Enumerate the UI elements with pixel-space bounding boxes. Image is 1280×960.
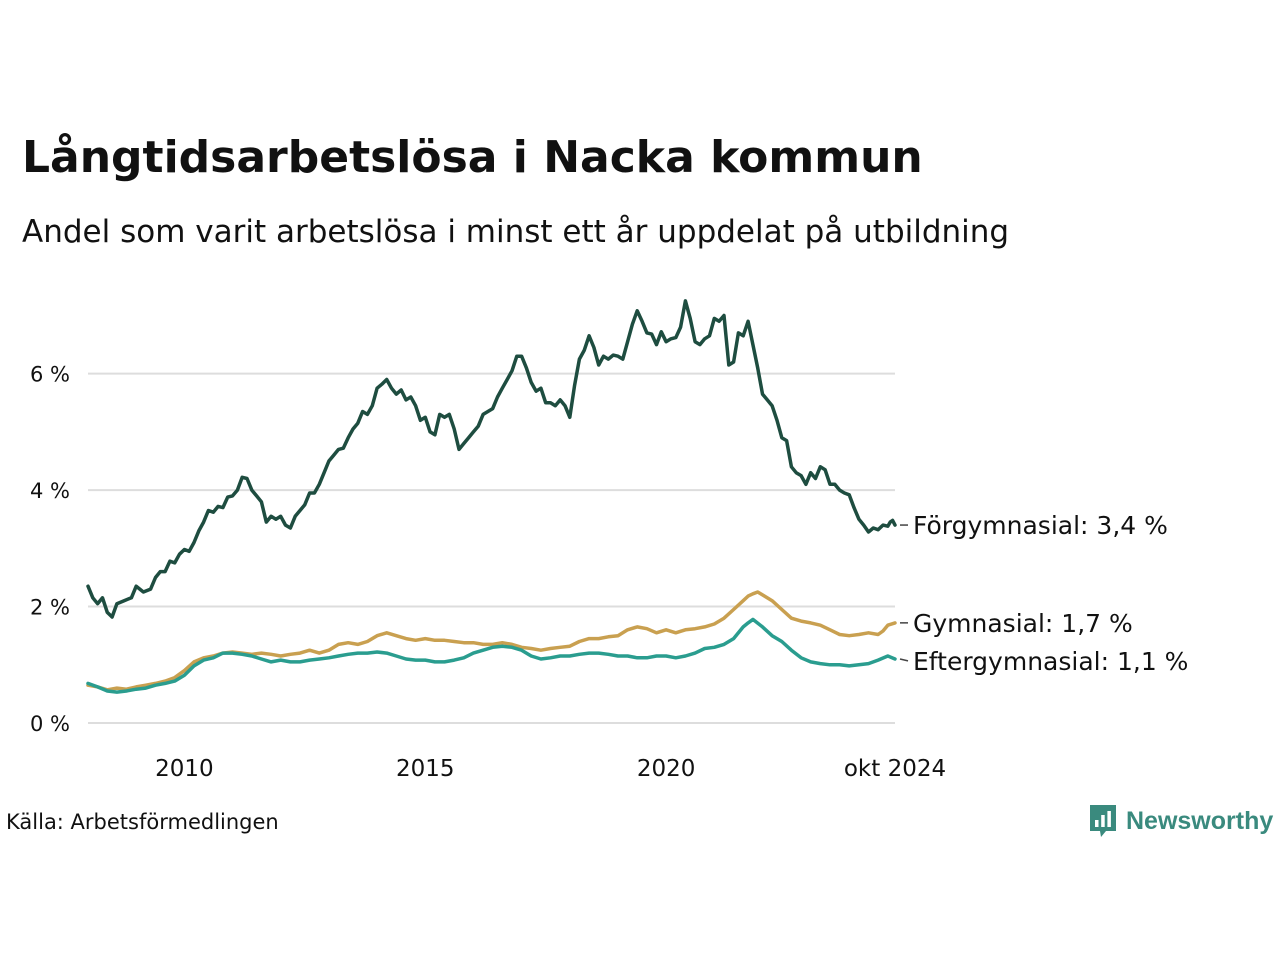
x-axis-tick-labels: 2010 2015 2020 okt 2024 <box>155 756 946 782</box>
series-line-förgymnasial <box>86 299 897 619</box>
x-tick-label: okt 2024 <box>844 756 946 782</box>
brand-name: Newsworthy <box>1126 806 1274 835</box>
end-label-förgymnasial: Förgymnasial: 3,4 % <box>913 511 1168 540</box>
end-label-eftergymnasial: Eftergymnasial: 1,1 % <box>913 647 1188 676</box>
series-end-labels: Förgymnasial: 3,4 % Gymnasial: 1,7 % Efter… <box>899 511 1188 676</box>
brand-logo[interactable]: Newsworthy <box>1088 803 1273 839</box>
y-axis-tick-labels: 0 % 2 % 4 % 6 % <box>30 363 70 736</box>
end-label-gymnasial: Gymnasial: 1,7 % <box>913 609 1133 638</box>
chart-title: Långtidsarbetslösa i Nacka kommun <box>22 132 923 183</box>
x-tick-label: 2020 <box>637 756 696 782</box>
y-tick-label: 6 % <box>30 363 70 387</box>
x-tick-label: 2010 <box>155 756 214 782</box>
y-tick-label: 2 % <box>30 596 70 620</box>
x-tick-label: 2015 <box>396 756 455 782</box>
source-note: Källa: Arbetsförmedlingen <box>6 810 279 834</box>
y-tick-label: 4 % <box>30 479 70 503</box>
series-line-eftergymnasial <box>86 617 897 694</box>
end-label-tick <box>899 658 909 662</box>
series-lines <box>86 299 897 694</box>
gridlines <box>88 372 895 724</box>
y-tick-label: 0 % <box>30 712 70 736</box>
bar-chart-speech-bubble-icon <box>1090 805 1116 837</box>
chart-subtitle: Andel som varit arbetslösa i minst ett å… <box>22 214 1010 250</box>
